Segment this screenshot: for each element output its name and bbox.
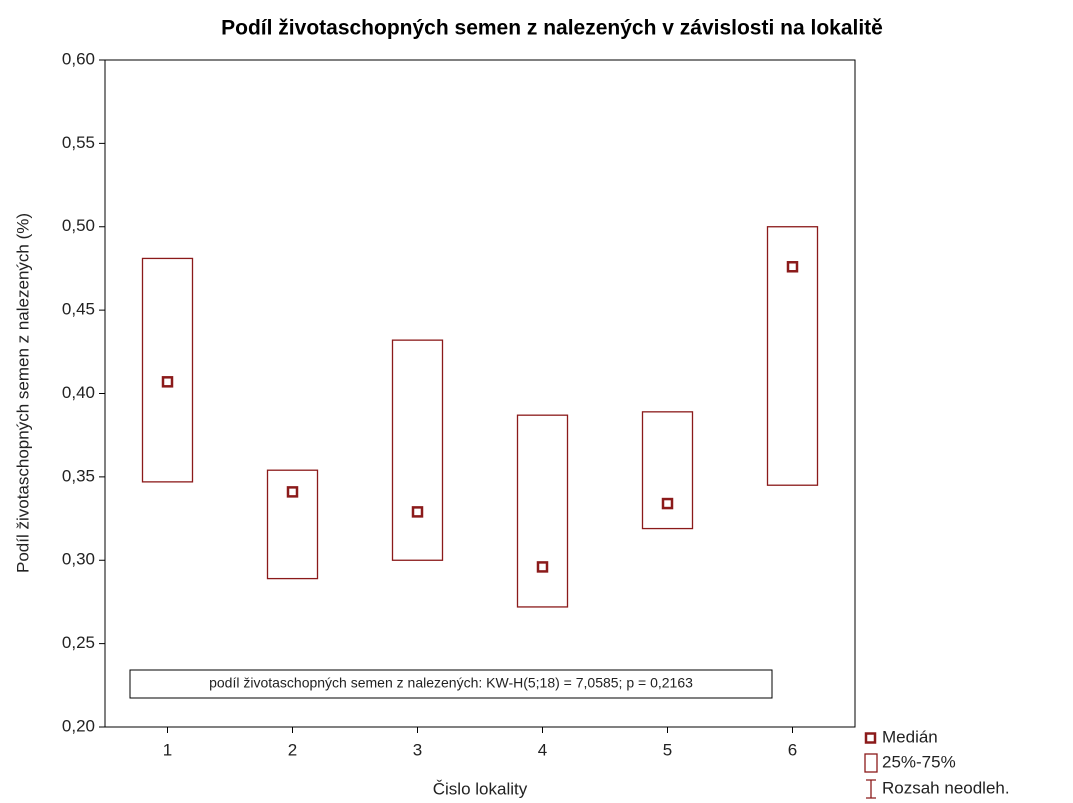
y-tick-label: 0,35 [62, 466, 95, 485]
legend-box-icon [864, 753, 878, 773]
y-tick-label: 0,40 [62, 383, 95, 402]
y-tick-label: 0,60 [62, 49, 95, 68]
median-marker [286, 486, 299, 498]
annotation-box [129, 669, 773, 699]
median-marker [536, 561, 549, 573]
iqr-box [391, 339, 444, 561]
legend-label: 25%-75% [882, 752, 956, 771]
iqr-box [516, 414, 569, 608]
x-tick-label: 2 [288, 740, 297, 759]
legend-label: Medián [882, 727, 938, 746]
y-tick-label: 0,45 [62, 300, 95, 319]
x-axis-label: Čislo lokality [433, 779, 528, 798]
x-tick-label: 1 [163, 740, 172, 759]
median-marker [161, 376, 174, 388]
median-marker [786, 261, 799, 273]
y-tick-label: 0,55 [62, 133, 95, 152]
y-tick-label: 0,25 [62, 633, 95, 652]
plot-frame [104, 59, 856, 728]
median-marker [661, 497, 674, 510]
iqr-box [266, 469, 319, 580]
x-tick-label: 4 [538, 740, 547, 759]
y-axis-label: Podíl životaschopných semen z nalezených… [13, 213, 32, 573]
iqr-box [766, 226, 819, 486]
x-tick-label: 6 [788, 740, 797, 759]
iqr-box [141, 257, 194, 483]
y-tick-label: 0,50 [62, 216, 95, 235]
iqr-box [641, 411, 694, 530]
y-tick-label: 0,20 [62, 716, 95, 735]
chart-title: Podíl životaschopných semen z nalezených… [221, 17, 883, 40]
legend-label: Rozsah neodleh. [882, 778, 1010, 797]
x-tick-label: 5 [663, 740, 672, 759]
x-tick-label: 3 [413, 740, 422, 759]
y-tick-label: 0,30 [62, 550, 95, 569]
annotation: podíl životaschopných semen z nalezených… [209, 675, 693, 691]
legend-range-icon [866, 779, 876, 799]
legend-median-icon [864, 732, 877, 744]
median-marker [411, 506, 424, 518]
